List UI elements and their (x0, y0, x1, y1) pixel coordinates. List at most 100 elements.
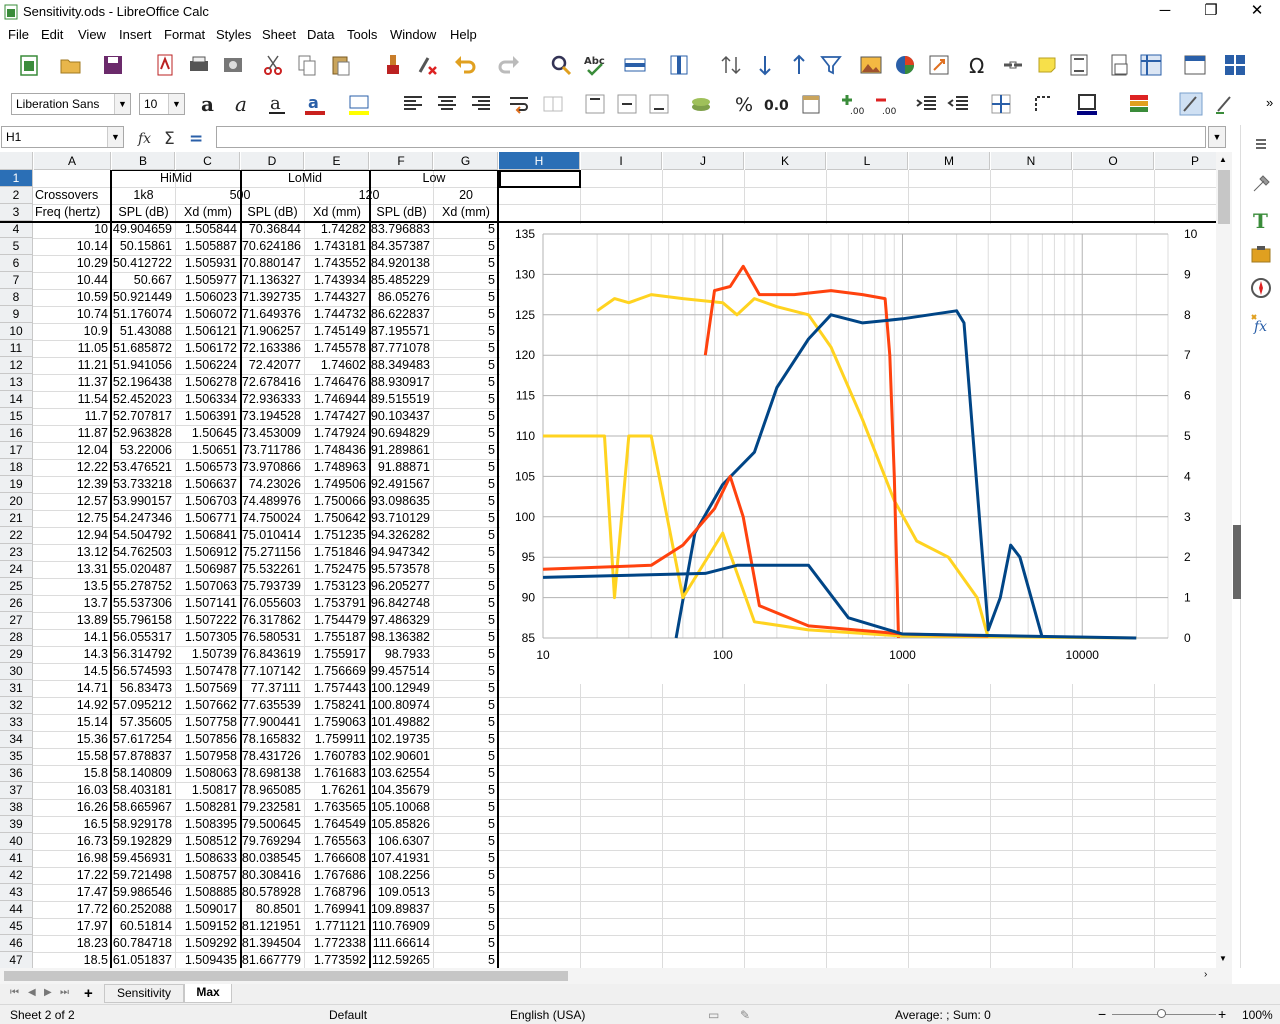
table-cell[interactable]: 17.72 (76, 902, 108, 916)
table-cell[interactable]: 5 (488, 936, 495, 950)
row-header[interactable]: 14 (0, 391, 33, 408)
column-header-g[interactable]: G (434, 152, 498, 170)
pivot-table-icon[interactable] (926, 52, 952, 78)
table-cell[interactable]: 13.89 (76, 613, 108, 627)
underline-icon[interactable]: a (264, 91, 290, 117)
table-cell[interactable]: 94.947342 (370, 545, 430, 559)
table-cell[interactable]: 111.66614 (372, 936, 430, 950)
column-header-o[interactable]: O (1073, 152, 1154, 170)
table-cell[interactable]: 60.252088 (112, 902, 172, 916)
table-cell[interactable]: 1.743934 (313, 273, 366, 287)
table-cell[interactable]: 57.095212 (112, 698, 172, 712)
table-cell[interactable]: 86.05276 (377, 290, 430, 304)
table-cell[interactable]: 5 (488, 766, 495, 780)
table-cell[interactable]: 1.766608 (313, 851, 366, 865)
chevron-down-icon[interactable]: ▼ (107, 127, 123, 147)
table-cell[interactable]: 1.757443 (313, 681, 366, 695)
table-cell[interactable]: 10.74 (76, 307, 108, 321)
spelling-icon[interactable]: Abc (582, 52, 608, 78)
table-cell[interactable]: 12.94 (76, 528, 108, 542)
table-cell[interactable]: 53.990157 (112, 494, 172, 508)
table-cell[interactable]: 100.12949 (370, 681, 430, 695)
table-cell[interactable]: 108.2256 (377, 868, 430, 882)
menu-help[interactable]: Help (450, 27, 477, 42)
cell-crossovers[interactable]: Crossovers (35, 188, 99, 202)
table-cell[interactable]: 1.506637 (184, 477, 237, 491)
table-cell[interactable]: 78.965085 (241, 783, 301, 797)
table-cell[interactable]: 1.506841 (184, 528, 237, 542)
table-cell[interactable]: 92.491567 (370, 477, 430, 491)
cell-crossover-1k8[interactable]: 1k8 (133, 188, 154, 202)
table-cell[interactable]: 5 (488, 528, 495, 542)
table-cell[interactable]: 5 (488, 256, 495, 270)
functions-icon[interactable]: fx (1248, 311, 1274, 337)
table-cell[interactable]: 90.103437 (370, 409, 430, 423)
table-cell[interactable]: 1.505844 (184, 222, 237, 236)
row-header[interactable]: 33 (0, 714, 33, 731)
menu-insert[interactable]: Insert (119, 27, 152, 42)
table-cell[interactable]: 97.486329 (370, 613, 430, 627)
cell-crossover-500[interactable]: 500 (176, 187, 304, 204)
table-cell[interactable]: 1.505931 (184, 256, 237, 270)
table-cell[interactable]: 1.506224 (184, 358, 237, 372)
table-cell[interactable]: 10 (94, 222, 108, 236)
menu-data[interactable]: Data (307, 27, 335, 42)
table-cell[interactable]: 1.754479 (313, 613, 366, 627)
table-cell[interactable]: 1.765563 (313, 834, 366, 848)
row-header[interactable]: 35 (0, 748, 33, 765)
table-cell[interactable]: 5 (488, 851, 495, 865)
table-cell[interactable]: 12.39 (76, 477, 108, 491)
row-header[interactable]: 36 (0, 765, 33, 782)
table-cell[interactable]: 5 (488, 834, 495, 848)
menu-window[interactable]: Window (390, 27, 437, 42)
table-cell[interactable]: 1.74602 (320, 358, 366, 372)
row-header[interactable]: 5 (0, 238, 33, 255)
row-header[interactable]: 45 (0, 918, 33, 935)
table-cell[interactable]: 83.796883 (370, 222, 430, 236)
column-header-h[interactable]: H (499, 152, 580, 170)
row-header[interactable]: 19 (0, 476, 33, 493)
next-sheet-icon[interactable]: ▶ (44, 987, 52, 998)
font-color-icon[interactable]: a (302, 91, 328, 117)
table-cell[interactable]: 95.573578 (370, 562, 430, 576)
table-cell[interactable]: 55.537306 (112, 596, 172, 610)
table-cell[interactable]: 1.773592 (313, 953, 366, 967)
table-cell[interactable]: 89.515519 (370, 392, 430, 406)
add-decimal-icon[interactable]: .00 (838, 91, 864, 117)
table-cell[interactable]: 73.970866 (241, 460, 301, 474)
row-header[interactable]: 31 (0, 680, 33, 697)
table-cell[interactable]: 1.506703 (184, 494, 237, 508)
row-header[interactable]: 16 (0, 425, 33, 442)
table-cell[interactable]: 5 (488, 698, 495, 712)
table-cell[interactable]: 88.349483 (370, 358, 430, 372)
table-cell[interactable]: 5 (488, 868, 495, 882)
table-cell[interactable]: 96.842748 (370, 596, 430, 610)
table-cell[interactable]: 57.617254 (112, 732, 172, 746)
header-xd-himid[interactable]: Xd (mm) (184, 205, 232, 219)
table-cell[interactable]: 71.649376 (241, 307, 301, 321)
row-header[interactable]: 20 (0, 493, 33, 510)
table-cell[interactable]: 1.744732 (313, 307, 366, 321)
row-header[interactable]: 8 (0, 289, 33, 306)
clear-formatting-icon[interactable] (414, 52, 440, 78)
table-cell[interactable]: 101.49882 (370, 715, 430, 729)
row-header[interactable]: 6 (0, 255, 33, 272)
gallery-icon[interactable] (1248, 241, 1274, 267)
table-cell[interactable]: 59.192829 (112, 834, 172, 848)
table-cell[interactable]: 5 (488, 613, 495, 627)
first-sheet-icon[interactable]: ⏮ (10, 987, 19, 998)
table-cell[interactable]: 1.507662 (184, 698, 237, 712)
row-header[interactable]: 39 (0, 816, 33, 833)
table-cell[interactable]: 51.43088 (119, 324, 172, 338)
borders-icon[interactable] (988, 91, 1014, 117)
table-cell[interactable]: 74.750024 (241, 511, 301, 525)
table-cell[interactable]: 1.750642 (313, 511, 366, 525)
row-header[interactable]: 11 (0, 340, 33, 357)
table-cell[interactable]: 1.743552 (313, 256, 366, 270)
table-cell[interactable]: 1.508281 (184, 800, 237, 814)
table-cell[interactable]: 1.769941 (313, 902, 366, 916)
table-cell[interactable]: 1.753791 (313, 596, 366, 610)
table-cell[interactable]: 72.42077 (248, 358, 301, 372)
table-cell[interactable]: 109.89837 (370, 902, 430, 916)
